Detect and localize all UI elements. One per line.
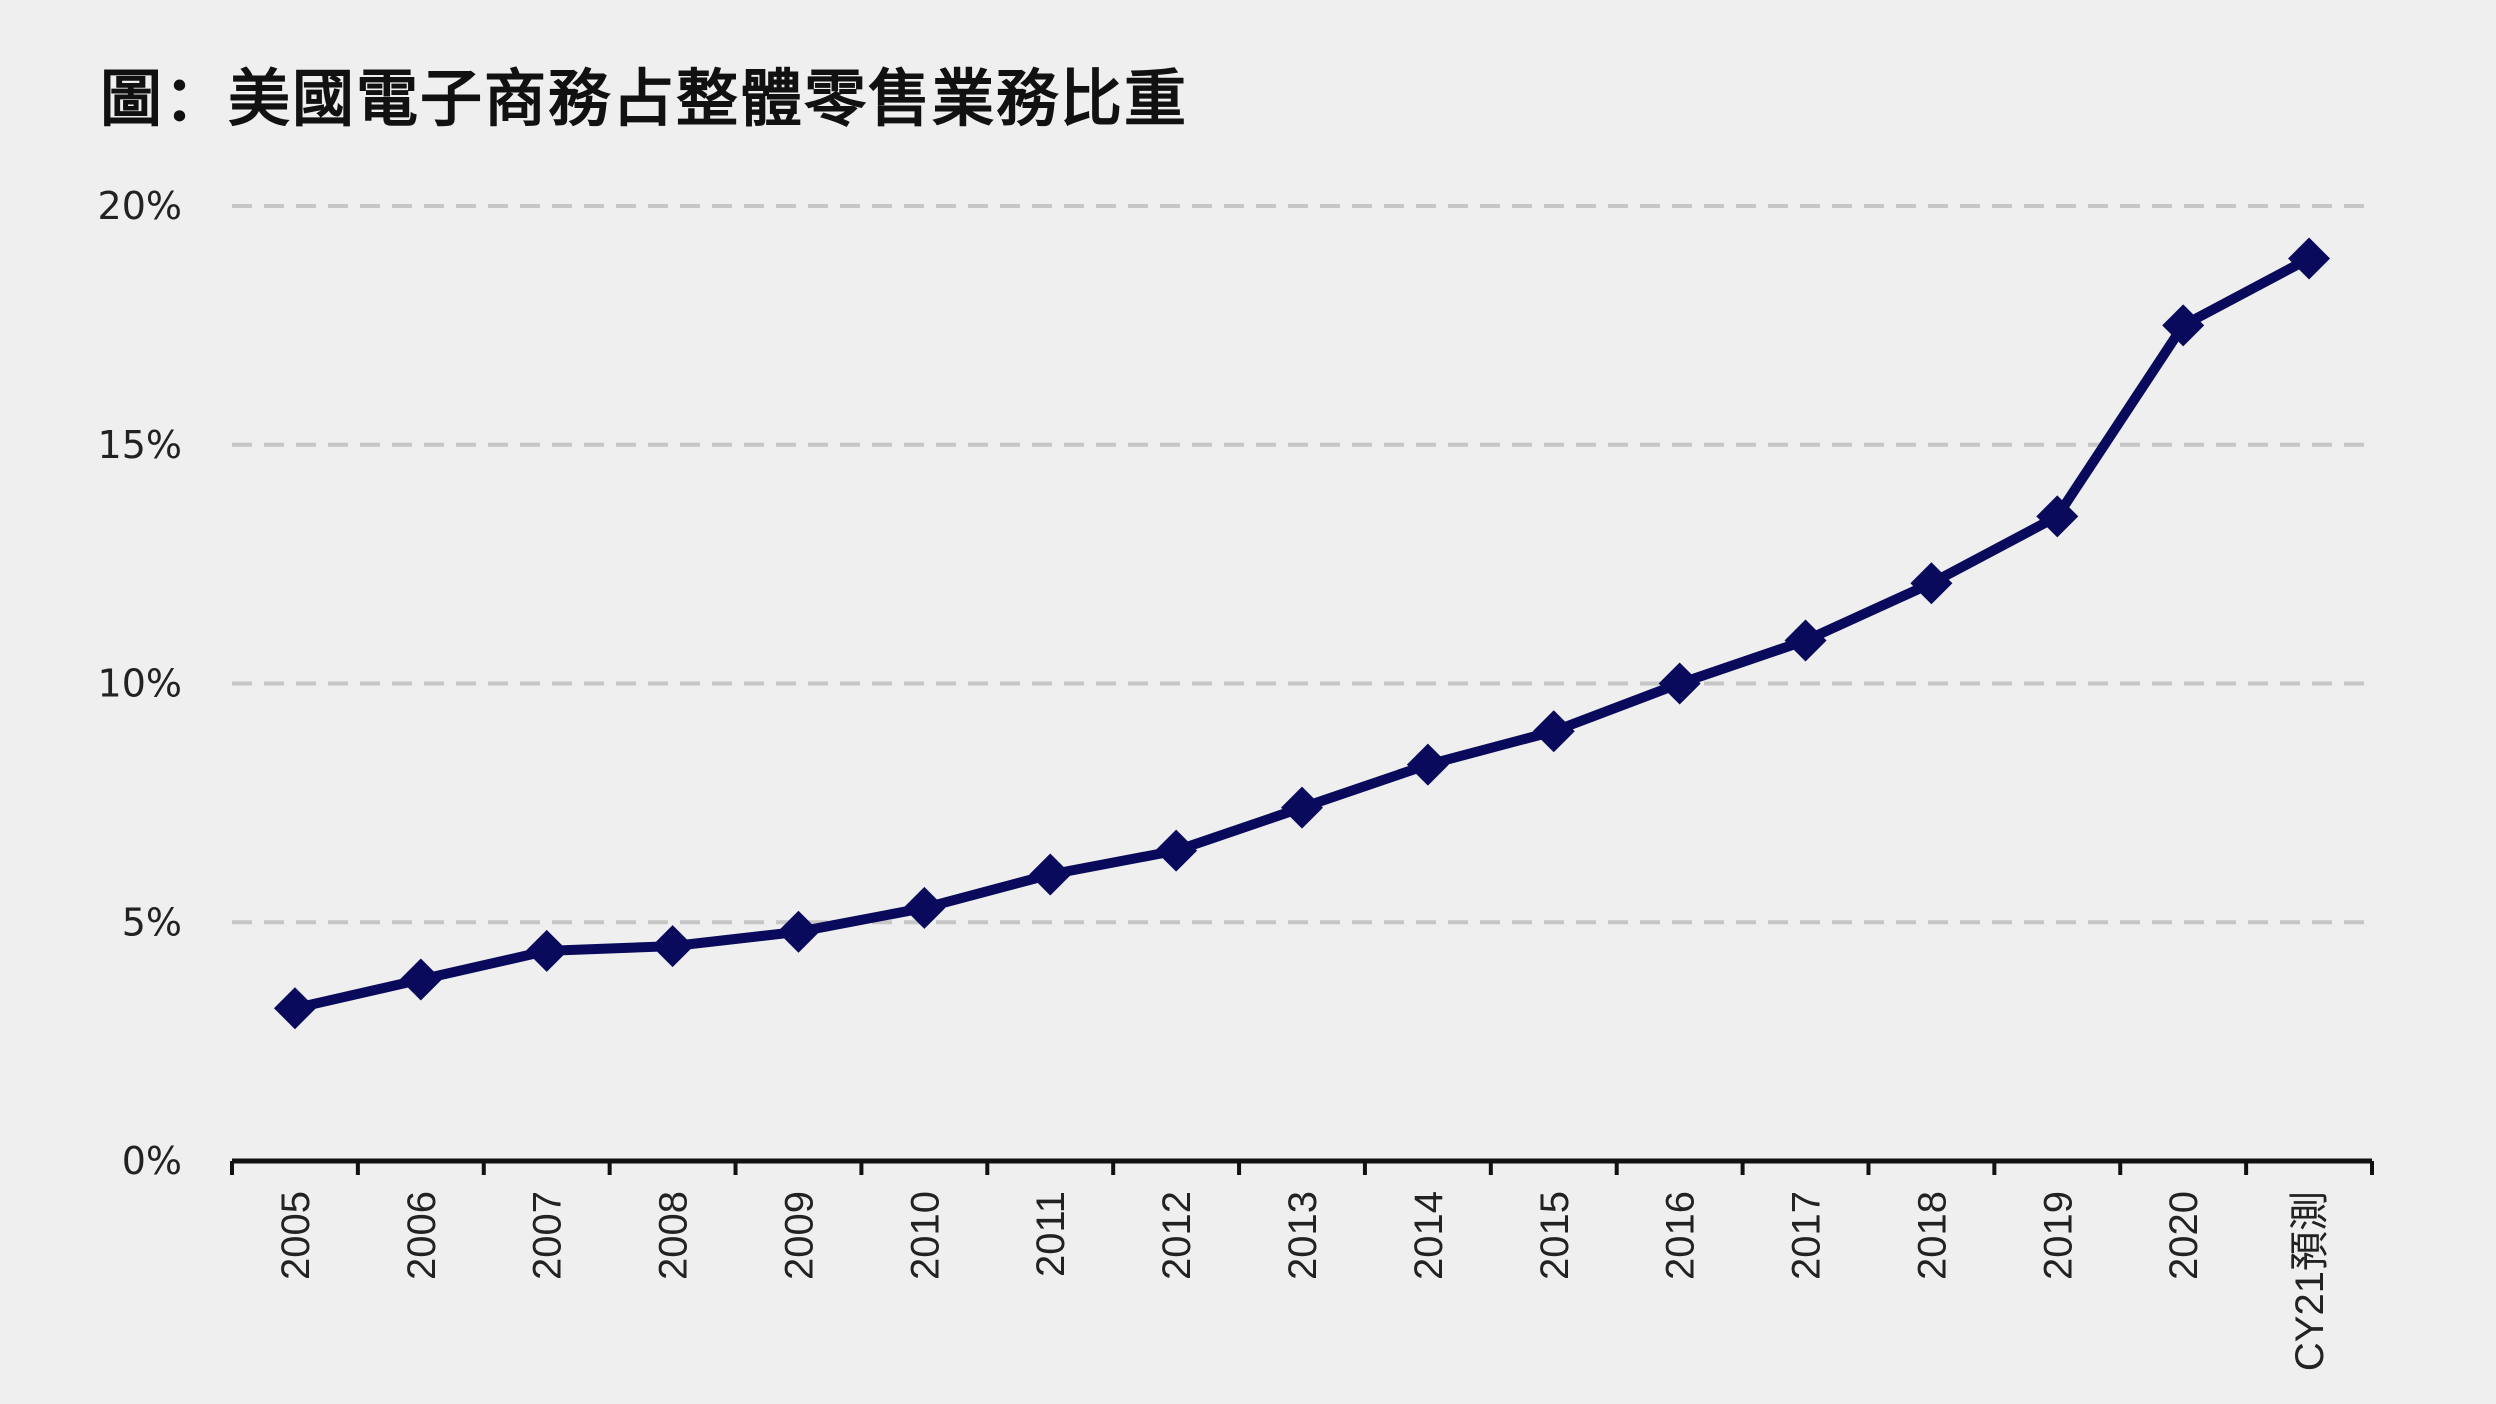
data-point-marker [2288,237,2331,280]
y-tick-label: 5% [122,900,182,944]
chart-title: 圖：美國電子商務占整體零售業務比重 [100,62,1189,135]
y-axis-tick-labels: 0% 5% 10% 15% 20% [98,184,182,1183]
series-line [289,253,2315,1014]
data-point-marker [2036,495,2079,538]
data-point-marker [1281,786,1323,829]
x-tick-label: 2012 [1155,1191,1199,1280]
data-point-marker [1155,829,1198,872]
y-tick-label: 10% [98,662,182,706]
x-tick-label: 2020 [2162,1191,2206,1280]
x-tick-label: 2007 [526,1191,570,1280]
x-axis-tick-labels: 2005 2006 2007 2008 2009 2010 2011 2012 2013 2014… [274,1191,2332,1371]
x-tick-label: 2008 [652,1191,696,1280]
data-point-marker [1910,562,1953,605]
data-point-marker [903,886,946,929]
x-tick-label: CY21預測 [2288,1191,2332,1371]
x-tick-label: 2005 [274,1191,318,1280]
data-point-marker [1532,710,1575,753]
x-tick-label: 2010 [903,1191,947,1280]
data-point-marker [1784,619,1827,662]
x-tick-label: 2019 [2036,1191,2080,1280]
data-point-marker [273,987,316,1030]
x-tick-label: 2009 [777,1191,821,1280]
data-point-marker [1658,662,1701,705]
x-tick-label: 2011 [1029,1191,1073,1277]
data-point-marker [1406,743,1449,786]
data-point-marker [1029,853,1072,896]
x-tick-label: 2018 [1910,1191,1954,1280]
x-tick-label: 2006 [400,1191,444,1280]
x-tick-label: 2016 [1659,1191,1703,1280]
y-tick-label: 0% [122,1139,182,1183]
x-axis [230,1158,2374,1175]
series [273,237,2331,1030]
grid-lines [232,204,2372,925]
y-tick-label: 20% [98,184,182,228]
data-point-marker [651,925,694,968]
x-tick-label: 2017 [1785,1191,1829,1280]
data-point-marker [2162,304,2205,347]
y-tick-label: 15% [98,423,182,467]
data-point-marker [525,929,568,972]
data-point-marker [399,958,442,1001]
x-tick-label: 2013 [1281,1191,1325,1280]
x-tick-label: 2014 [1407,1191,1451,1280]
x-tick-label: 2015 [1533,1191,1577,1280]
data-point-marker [777,910,820,953]
